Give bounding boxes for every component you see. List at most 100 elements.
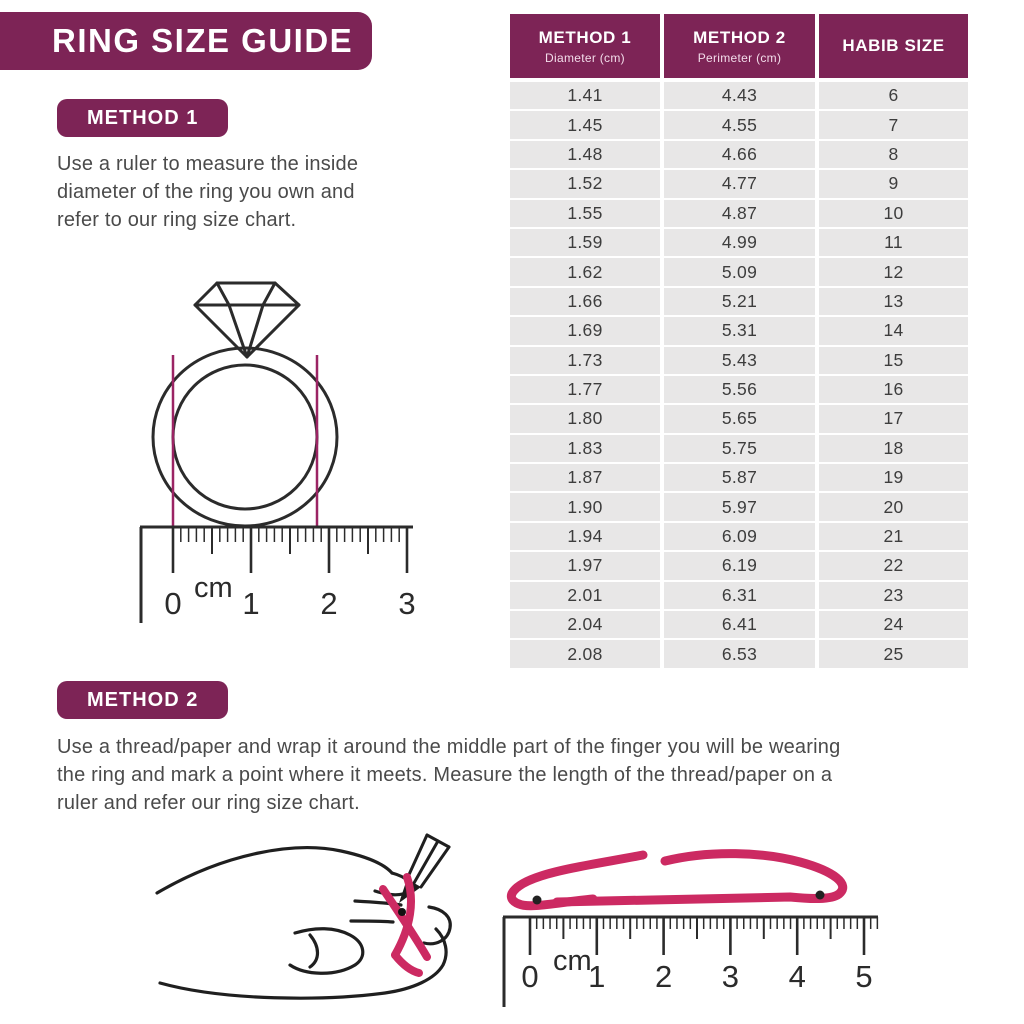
ruler-label: 3 — [398, 586, 415, 621]
table-cell: 1.97 — [510, 552, 660, 580]
method2-description: Use a thread/paper and wrap it around th… — [57, 733, 987, 817]
table-cell: 6.09 — [664, 522, 815, 551]
ring-measurement-illustration: 0 1 2 3 cm — [139, 281, 416, 623]
table-cell: 1.62 — [510, 258, 660, 286]
thread-on-ruler-illustration: 0 1 2 3 4 5 cm — [502, 849, 879, 1007]
table-cell: 14 — [819, 317, 968, 345]
table-cell: 12 — [819, 258, 968, 286]
table-cell: 1.45 — [510, 111, 660, 139]
column-title: METHOD 2 — [693, 27, 786, 47]
ruler-unit-label: cm — [553, 945, 592, 977]
column-title: HABIB SIZE — [842, 36, 945, 55]
table-row: 1.55 4.87 10 — [510, 199, 968, 227]
table-row: 1.45 4.55 7 — [510, 111, 968, 139]
table-cell: 6.19 — [664, 552, 815, 580]
table-row: 1.69 5.31 14 — [510, 317, 968, 345]
method1-line: Use a ruler to measure the inside — [57, 153, 359, 175]
table-cell: 5.87 — [664, 464, 815, 492]
table-cell: 1.52 — [510, 170, 660, 198]
table-cell: 6.53 — [664, 640, 815, 668]
table-row: 1.94 6.09 21 — [510, 522, 968, 551]
table-cell: 1.41 — [510, 82, 660, 110]
table-header-cell: HABIB SIZE — [819, 14, 968, 78]
table-cell: 5.56 — [664, 375, 815, 404]
table-header-cell: METHOD 2 Perimeter (cm) — [664, 14, 815, 78]
table-cell: 20 — [819, 493, 968, 521]
table-cell: 4.43 — [664, 82, 815, 110]
table-cell: 1.73 — [510, 346, 660, 374]
ruler-label: 2 — [655, 959, 672, 994]
thread-mark-dot — [815, 890, 825, 900]
thread-ruler: 0 1 2 3 4 5 cm — [502, 915, 879, 1007]
hand-with-thread-illustration — [155, 833, 452, 1000]
table-cell: 4.77 — [664, 170, 815, 198]
ruler-label: 4 — [789, 959, 806, 994]
ruler-label: 2 — [320, 586, 337, 621]
table-cell: 4.55 — [664, 111, 815, 139]
table-cell: 23 — [819, 581, 968, 610]
table-row: 1.66 5.21 13 — [510, 287, 968, 316]
table-row: 1.77 5.56 16 — [510, 375, 968, 404]
table-cell: 1.87 — [510, 464, 660, 492]
table-cell: 6 — [819, 82, 968, 110]
method1-description: Use a ruler to measure the inside diamet… — [57, 150, 457, 234]
method1-line: refer to our ring size chart. — [57, 209, 297, 231]
table-cell: 1.77 — [510, 375, 660, 404]
table-cell: 1.55 — [510, 199, 660, 227]
table-cell: 1.80 — [510, 405, 660, 433]
table-header-row: METHOD 1 Diameter (cm) METHOD 2 Perimeter (… — [510, 14, 968, 78]
ruler-label: 1 — [242, 586, 259, 621]
method1-line: diameter of the ring you own and — [57, 181, 355, 203]
method2-badge-label: METHOD 2 — [87, 688, 199, 711]
table-cell: 2.04 — [510, 611, 660, 639]
table-row: 2.08 6.53 25 — [510, 640, 968, 668]
table-cell: 6.41 — [664, 611, 815, 639]
table-row: 1.87 5.87 19 — [510, 464, 968, 492]
method2-line: Use a thread/paper and wrap it around th… — [57, 736, 841, 758]
page-title: RING SIZE GUIDE — [52, 22, 354, 59]
table-row: 1.62 5.09 12 — [510, 258, 968, 286]
table-cell: 1.94 — [510, 522, 660, 551]
table-cell: 1.69 — [510, 317, 660, 345]
table-row: 1.97 6.19 22 — [510, 552, 968, 580]
table-cell: 1.59 — [510, 228, 660, 257]
table-cell: 1.48 — [510, 140, 660, 169]
title-banner: RING SIZE GUIDE — [0, 12, 372, 70]
table-row: 1.52 4.77 9 — [510, 170, 968, 198]
table-cell: 4.87 — [664, 199, 815, 227]
column-subtitle: Diameter (cm) — [545, 50, 625, 65]
table-cell: 19 — [819, 464, 968, 492]
table-row: 1.90 5.97 20 — [510, 493, 968, 521]
table-row: 1.83 5.75 18 — [510, 434, 968, 463]
column-title: METHOD 1 — [538, 27, 632, 47]
method2-line: ruler and refer our ring size chart. — [57, 792, 360, 814]
mark-point-dot — [398, 908, 406, 916]
table-body: 1.41 4.43 6 1.45 4.55 7 1.48 4.66 8 1.52 4.77 9 1.55… — [510, 82, 968, 668]
table-row: 1.59 4.99 11 — [510, 228, 968, 257]
ruler-label: 5 — [855, 959, 872, 994]
table-cell: 4.66 — [664, 140, 815, 169]
table-cell: 15 — [819, 346, 968, 374]
table-cell: 5.65 — [664, 405, 815, 433]
table-cell: 5.31 — [664, 317, 815, 345]
table-cell: 9 — [819, 170, 968, 198]
ring-ruler: 0 1 2 3 cm — [139, 525, 416, 623]
table-cell: 8 — [819, 140, 968, 169]
table-cell: 22 — [819, 552, 968, 580]
ruler-label: 0 — [164, 586, 181, 621]
method1-badge-label: METHOD 1 — [87, 106, 199, 129]
table-row: 2.01 6.31 23 — [510, 581, 968, 610]
ruler-label: 1 — [588, 959, 605, 994]
table-cell: 17 — [819, 405, 968, 433]
thread-end-dot — [532, 895, 542, 905]
table-cell: 2.08 — [510, 640, 660, 668]
table-row: 1.80 5.65 17 — [510, 405, 968, 433]
table-cell: 1.90 — [510, 493, 660, 521]
table-cell: 5.09 — [664, 258, 815, 286]
column-subtitle: Perimeter (cm) — [697, 50, 782, 65]
diamond-ring-icon — [151, 281, 339, 528]
table-row: 1.73 5.43 15 — [510, 346, 968, 374]
table-cell: 24 — [819, 611, 968, 639]
table-row: 1.48 4.66 8 — [510, 140, 968, 169]
